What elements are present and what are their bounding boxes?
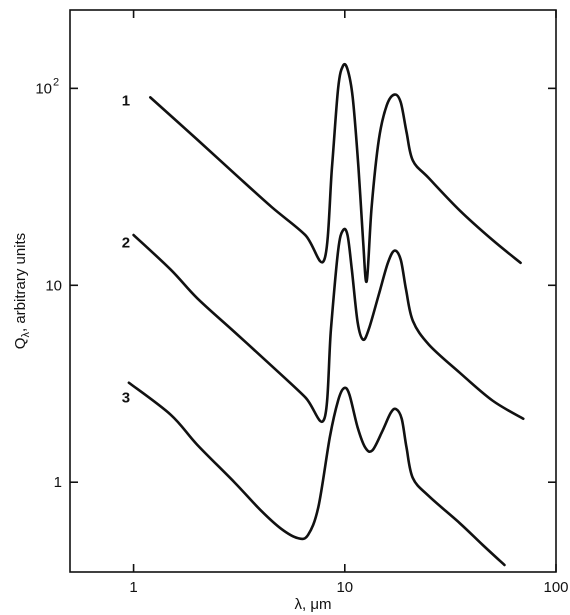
curve-label-3: 3 xyxy=(122,389,130,406)
curve-label-2: 2 xyxy=(122,234,130,251)
y-axis-label-sub: λ xyxy=(20,332,32,338)
ticks xyxy=(70,10,557,572)
x-tick-label-2: 100 xyxy=(543,579,568,596)
y-axis-label-rest: , arbitrary units xyxy=(12,233,29,332)
y-tick-label-sup-2: 2 xyxy=(53,76,59,88)
curves xyxy=(127,62,525,567)
y-axis-label: Qλ, arbitrary units xyxy=(12,233,32,349)
y-tick-label-1: 10 xyxy=(45,277,62,294)
plot-frame xyxy=(69,9,557,573)
y-tick-label-0: 1 xyxy=(54,474,62,491)
x-tick-label-1: 10 xyxy=(336,579,353,596)
x-tick-label-0: 1 xyxy=(129,579,137,596)
curve-1 xyxy=(149,62,522,284)
curve-labels: 1 2 3 xyxy=(122,92,130,406)
curve-2 xyxy=(132,227,525,423)
y-tick-label-2: 10 xyxy=(35,80,52,97)
curve-3 xyxy=(127,381,506,567)
x-axis-label: λ, μm xyxy=(295,596,332,613)
curve-label-1: 1 xyxy=(122,92,130,109)
y-axis-label-main: Q xyxy=(12,338,29,350)
